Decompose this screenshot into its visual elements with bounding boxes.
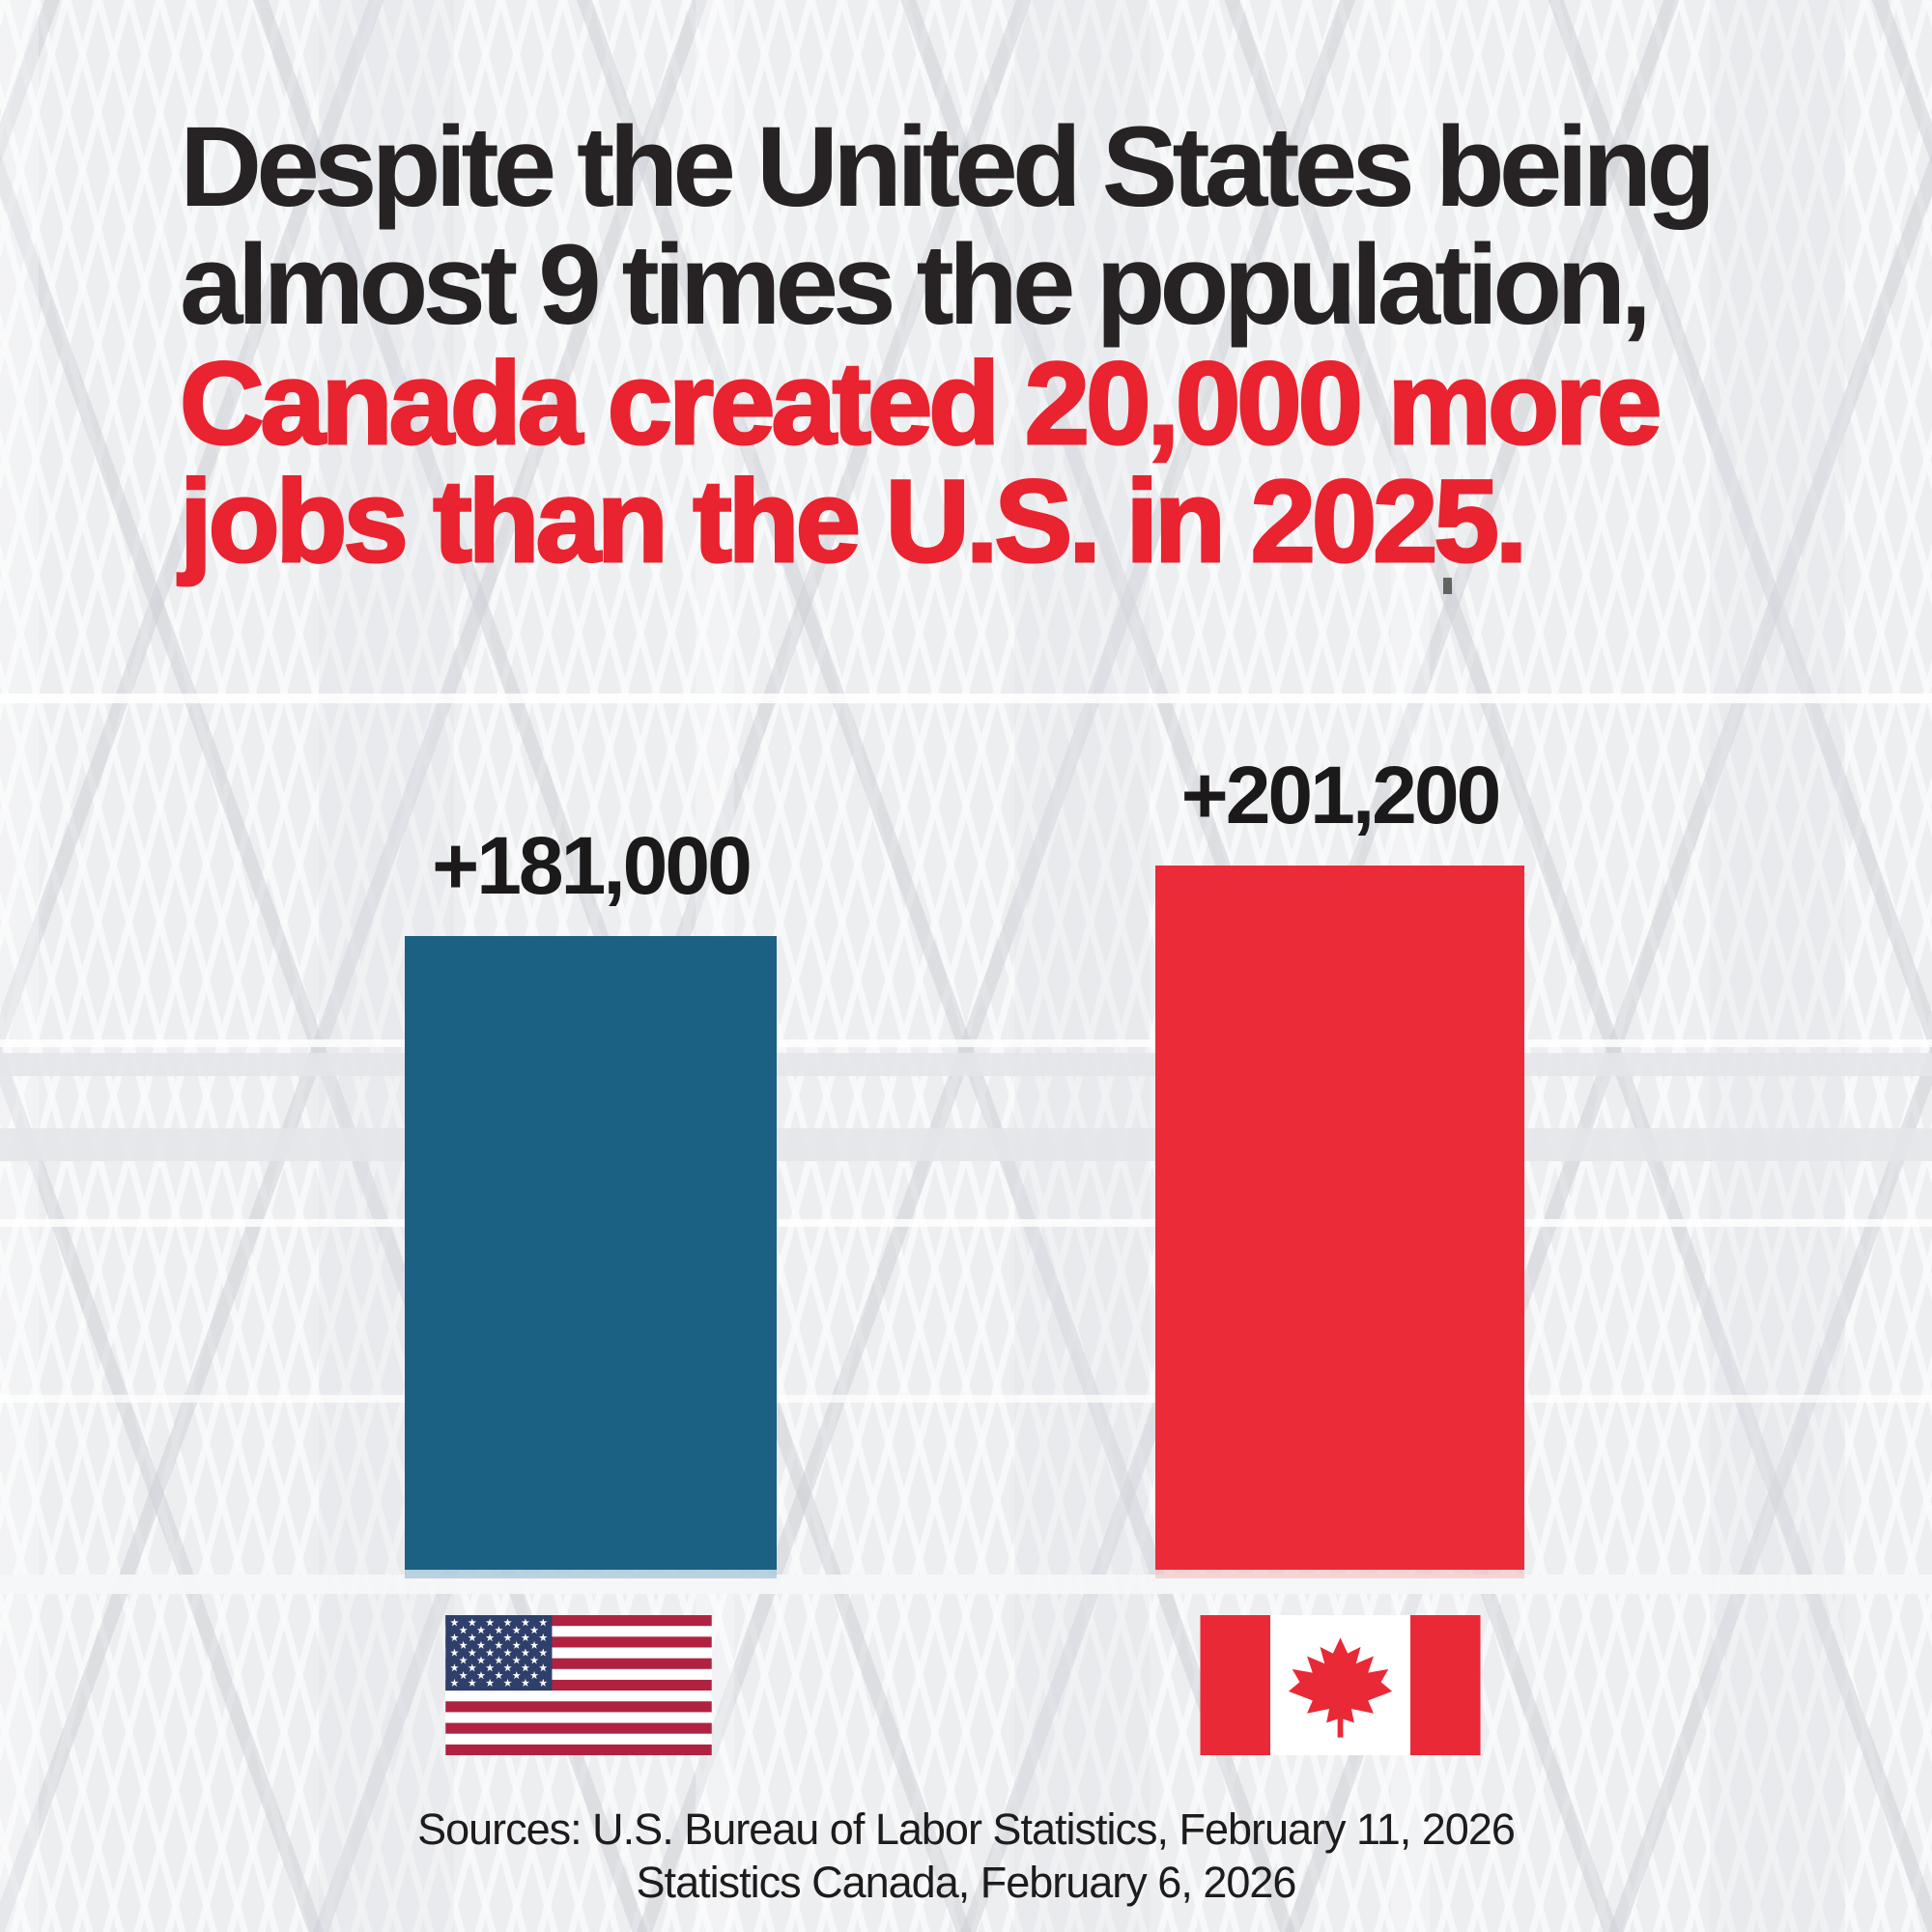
horizontal-band [0,1128,1932,1161]
canada-bar-value-label: +201,200 [1180,750,1502,840]
headline: Despite the United States being almost 9… [178,103,1716,586]
us-flag-icon [445,1615,712,1755]
horizontal-line [0,694,1932,703]
sources-line-1: Sources: U.S. Bureau of Labor Statistics… [417,1804,1516,1854]
headline-line-3: Canada created 20,000 more [178,337,1662,469]
headline-line-2: almost 9 times the population, [180,221,1652,349]
canada-flag-icon [1200,1615,1481,1755]
chart-baseline [0,1575,1932,1594]
us-bar-group: +181,000 [405,819,777,1578]
us-bar [405,936,777,1578]
headline-line-1: Despite the United States being [180,103,1716,231]
footnote-tick [1443,578,1452,594]
canada-bar-group: +201,200 [1155,749,1524,1578]
sources: Sources: U.S. Bureau of Labor Statistics… [0,1803,1932,1909]
sources-line-2: Statistics Canada, February 6, 2026 [636,1858,1297,1907]
horizontal-line [0,1039,1932,1047]
horizontal-line [0,1395,1932,1403]
horizontal-line [0,1219,1932,1227]
canada-bar [1155,866,1524,1578]
horizontal-band [0,1053,1932,1076]
headline-line-4: jobs than the U.S. in 2025. [178,455,1528,586]
us-bar-value-label: +181,000 [432,820,753,911]
